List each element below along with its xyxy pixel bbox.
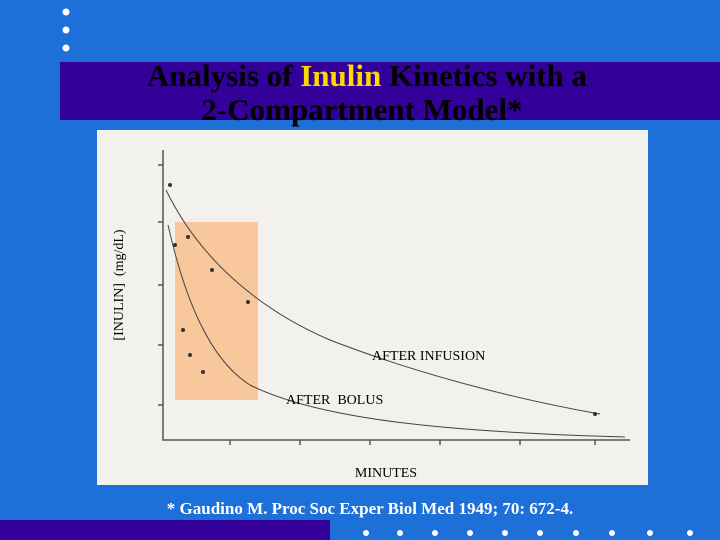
highlight-box xyxy=(175,222,258,400)
bullets xyxy=(62,8,70,52)
y-axis-label: [INULIN] (mg/dL) xyxy=(112,229,127,341)
title-line-2: 2-Compartment Model* xyxy=(201,92,522,127)
x-axis-label: MINUTES xyxy=(355,466,417,481)
title-highlight: Inulin xyxy=(300,58,381,93)
bottom-band xyxy=(0,520,330,540)
footnote: * Gaudino M. Proc Soc Exper Biol Med 194… xyxy=(167,499,573,518)
bullets xyxy=(363,530,693,536)
title-text: Kinetics with a xyxy=(381,58,587,93)
title-band xyxy=(60,62,720,120)
figure-curves xyxy=(165,189,626,438)
curve-label: AFTER BOLUS xyxy=(286,393,383,408)
title-text: Analysis of xyxy=(147,58,300,93)
curve-label: AFTER INFUSION xyxy=(372,349,485,364)
figure-points xyxy=(168,183,597,416)
figure-axes xyxy=(158,150,630,445)
title-line-1: Analysis of Inulin Kinetics with a xyxy=(147,58,588,93)
